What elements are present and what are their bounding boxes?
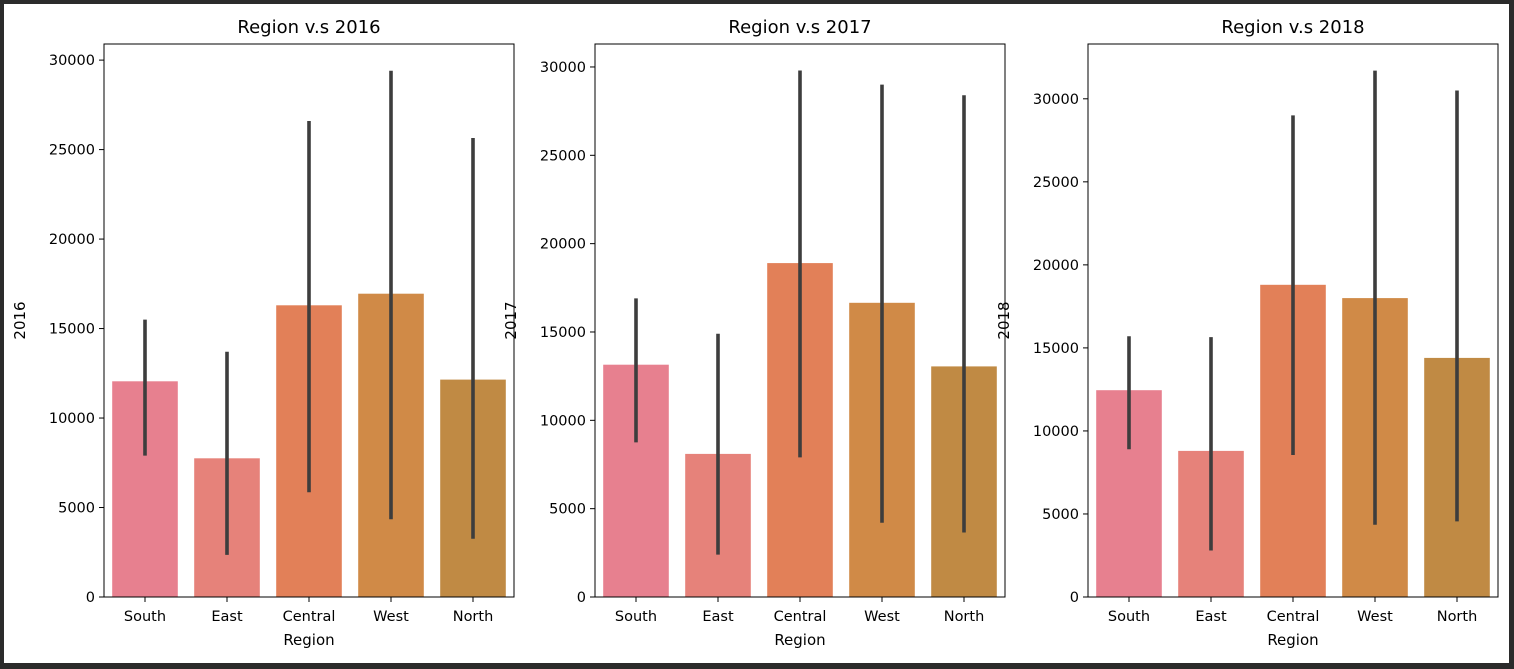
chart-svg: 0 5000 10000 15000 20000 25000 30000 South East C…	[11, 17, 1499, 649]
x-tick-label-south: South	[124, 609, 166, 625]
x-tick-label-west: West	[864, 609, 900, 625]
y-tick-label: 5000	[549, 502, 586, 518]
y-tick-label: 30000	[1033, 92, 1079, 108]
y-tick-label: 30000	[540, 60, 586, 76]
y-tick-label: 0	[86, 590, 95, 606]
chart-title: Region v.s 2018	[1221, 17, 1364, 38]
chart-figure: 0 5000 10000 15000 20000 25000 30000 South East C…	[4, 4, 1509, 663]
x-tick-label-north: North	[944, 609, 985, 625]
y-tick-label: 5000	[58, 501, 95, 517]
chart-panel-3: 0 5000 10000 15000 20000 25000 30000 South East C…	[995, 17, 1499, 649]
x-tick-label-south: South	[615, 609, 657, 625]
x-tick-label-central: Central	[1267, 609, 1320, 625]
y-tick-label: 15000	[1033, 341, 1079, 357]
y-tick-label: 30000	[49, 53, 95, 69]
y-tick-label: 25000	[49, 143, 95, 159]
y-tick-label: 5000	[1042, 507, 1079, 523]
x-tick-label-east: East	[1195, 609, 1227, 625]
y-tick-label: 10000	[1033, 424, 1079, 440]
x-tick-label-central: Central	[283, 609, 336, 625]
chart-title: Region v.s 2017	[728, 17, 871, 38]
y-tick-label: 25000	[1033, 175, 1079, 191]
y-tick-label: 20000	[49, 232, 95, 248]
y-axis-label: 2018	[995, 301, 1013, 339]
y-tick-label: 10000	[49, 411, 95, 427]
chart-panel-2: 0 5000 10000 15000 20000 25000 30000 South East C…	[502, 17, 1006, 649]
x-tick-label-north: North	[1437, 609, 1478, 625]
y-axis-label: 2016	[11, 301, 29, 339]
x-axis-label: Region	[1267, 631, 1318, 649]
y-tick-label: 25000	[540, 148, 586, 164]
y-axis-label: 2017	[502, 301, 520, 339]
x-tick-label-east: East	[702, 609, 734, 625]
y-tick-label: 15000	[540, 325, 586, 341]
y-tick-label: 20000	[540, 237, 586, 253]
y-tick-label: 0	[577, 590, 586, 606]
x-tick-label-north: North	[453, 609, 494, 625]
x-tick-label-central: Central	[774, 609, 827, 625]
y-tick-label: 15000	[49, 322, 95, 338]
x-tick-label-south: South	[1108, 609, 1150, 625]
x-tick-label-east: East	[211, 609, 243, 625]
y-tick-label: 10000	[540, 413, 586, 429]
chart-panel-1: 0 5000 10000 15000 20000 25000 30000 South East C…	[11, 17, 515, 649]
x-tick-label-west: West	[373, 609, 409, 625]
x-axis-label: Region	[283, 631, 334, 649]
x-axis-label: Region	[774, 631, 825, 649]
y-tick-label: 20000	[1033, 258, 1079, 274]
y-tick-label: 0	[1070, 590, 1079, 606]
chart-title: Region v.s 2016	[237, 17, 380, 38]
x-tick-label-west: West	[1357, 609, 1393, 625]
